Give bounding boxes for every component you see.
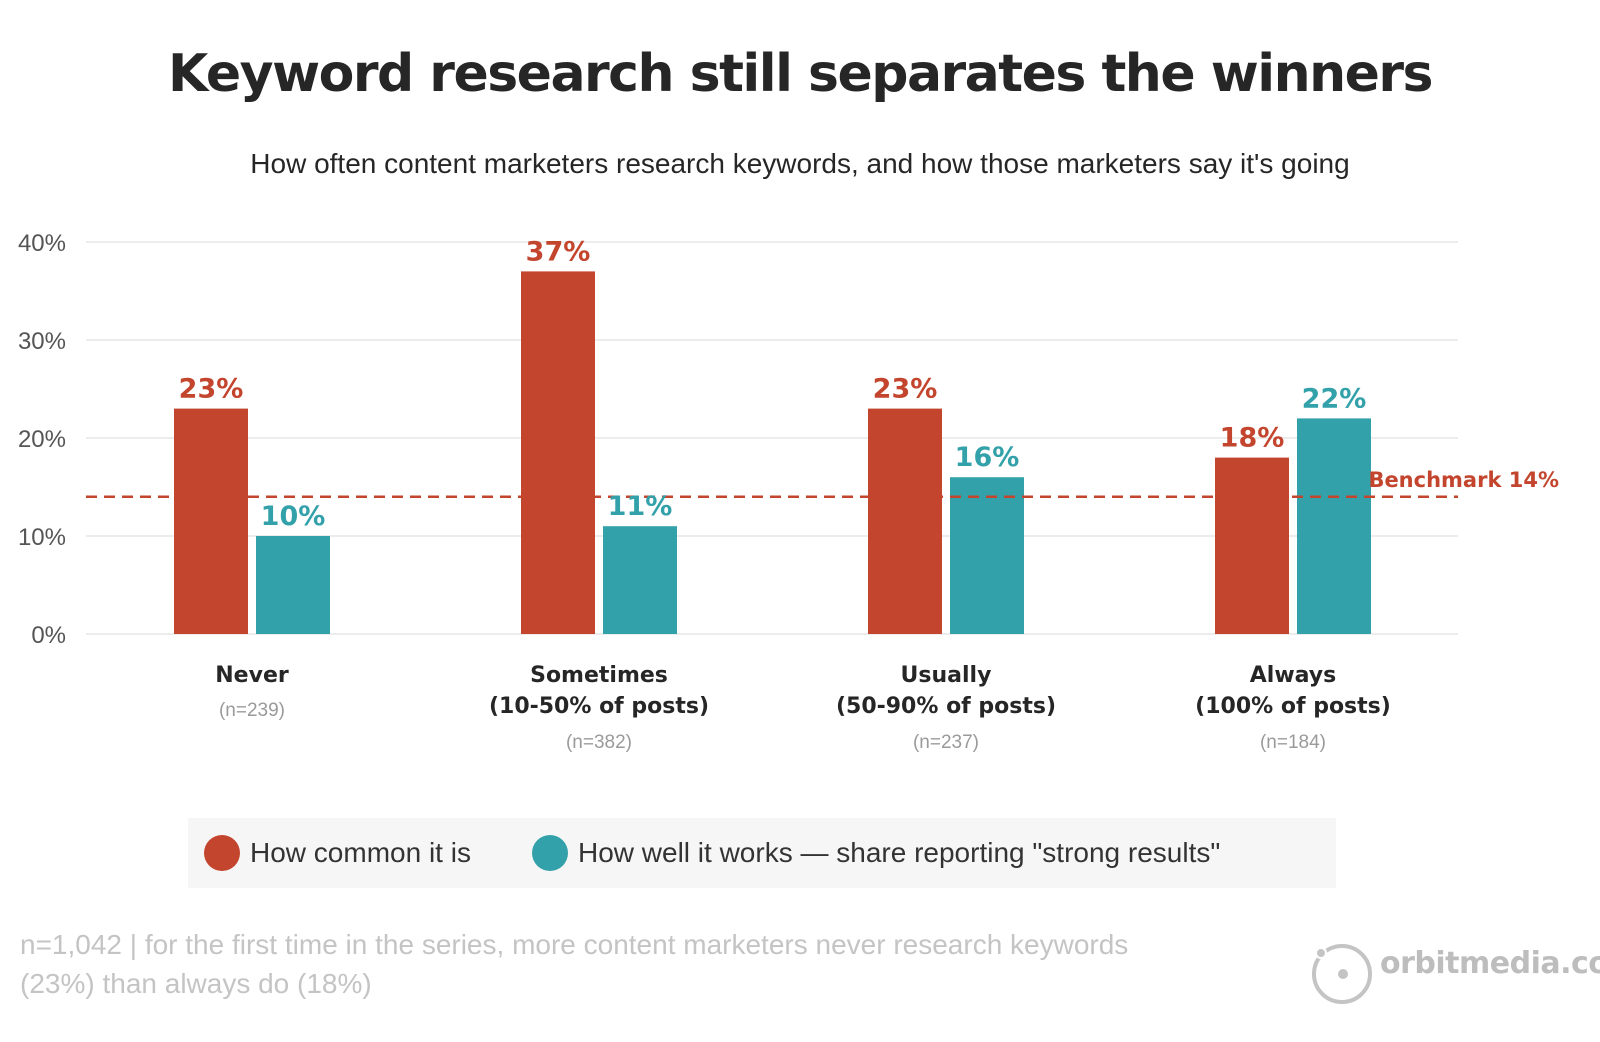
brand-logo[interactable]: orbitmedia.com — [1310, 940, 1600, 1006]
data-label: 23% — [873, 374, 938, 405]
bar-how-well-always — [1297, 418, 1371, 634]
legend-swatch-teal — [532, 835, 568, 871]
y-tick-label: 10% — [18, 524, 66, 551]
y-tick-label: 20% — [18, 426, 66, 453]
bar-how-common-never — [174, 408, 248, 634]
category-label: Always — [1250, 663, 1337, 688]
legend-label: How common it is — [250, 837, 471, 868]
y-tick-label: 40% — [18, 230, 66, 257]
category-sample-size: (n=237) — [913, 732, 979, 753]
category-sublabel: (50-90% of posts) — [836, 694, 1056, 719]
legend-item-how-well: How well it works — share reporting "str… — [532, 818, 1220, 888]
data-label: 11% — [608, 491, 673, 522]
category-label: Sometimes — [530, 663, 668, 688]
y-axis-ticks: 0% 10% 20% 30% 40% — [18, 230, 66, 649]
category-sample-size: (n=382) — [566, 732, 632, 753]
data-label: 37% — [526, 236, 591, 267]
bar-how-common-always — [1215, 457, 1289, 634]
category-label: Never — [215, 663, 289, 688]
benchmark-label: Benchmark 14% — [1368, 468, 1559, 492]
category-label: Usually — [901, 663, 992, 688]
data-labels: 23% 37% 23% 18% 10% 11% 16% 22% — [179, 236, 1367, 532]
chart-title: Keyword research still separates the win… — [168, 44, 1433, 104]
legend-label: How well it works — share reporting "str… — [578, 837, 1221, 868]
category-sample-size: (n=184) — [1260, 732, 1326, 753]
data-label: 18% — [1220, 423, 1285, 454]
bars — [174, 271, 1371, 634]
legend-swatch-red — [204, 835, 240, 871]
category-sublabel: (10-50% of posts) — [489, 694, 709, 719]
y-tick-label: 30% — [18, 328, 66, 355]
data-label: 16% — [955, 442, 1020, 473]
legend-item-how-common: How common it is — [204, 818, 471, 888]
bar-how-common-sometimes — [521, 271, 595, 634]
bar-chart: 0% 10% 20% 30% 40% Benchmark 14% 23% 37% 23% 18… — [18, 230, 1559, 753]
category-sample-size: (n=239) — [219, 700, 285, 721]
benchmark: Benchmark 14% — [86, 468, 1559, 499]
footnote: n=1,042 | for the first time in the seri… — [20, 929, 1129, 999]
bar-how-common-usually — [868, 408, 942, 634]
y-tick-label: 0% — [31, 622, 66, 649]
data-label: 22% — [1302, 383, 1367, 414]
legend: How common it is How well it works — sha… — [188, 818, 1336, 888]
brand-text: orbitmedia.com — [1380, 946, 1600, 981]
bar-how-well-sometimes — [603, 526, 677, 634]
orbit-logo-icon — [1312, 944, 1372, 1004]
bar-how-well-usually — [950, 477, 1024, 634]
chart-subtitle: How often content marketers research key… — [250, 148, 1350, 179]
data-label: 23% — [179, 374, 244, 405]
category-sublabel: (100% of posts) — [1195, 694, 1391, 719]
data-label: 10% — [261, 501, 326, 532]
bar-how-well-never — [256, 536, 330, 634]
x-axis-categories: Never (n=239) Sometimes (10-50% of posts) (n… — [215, 663, 1391, 753]
